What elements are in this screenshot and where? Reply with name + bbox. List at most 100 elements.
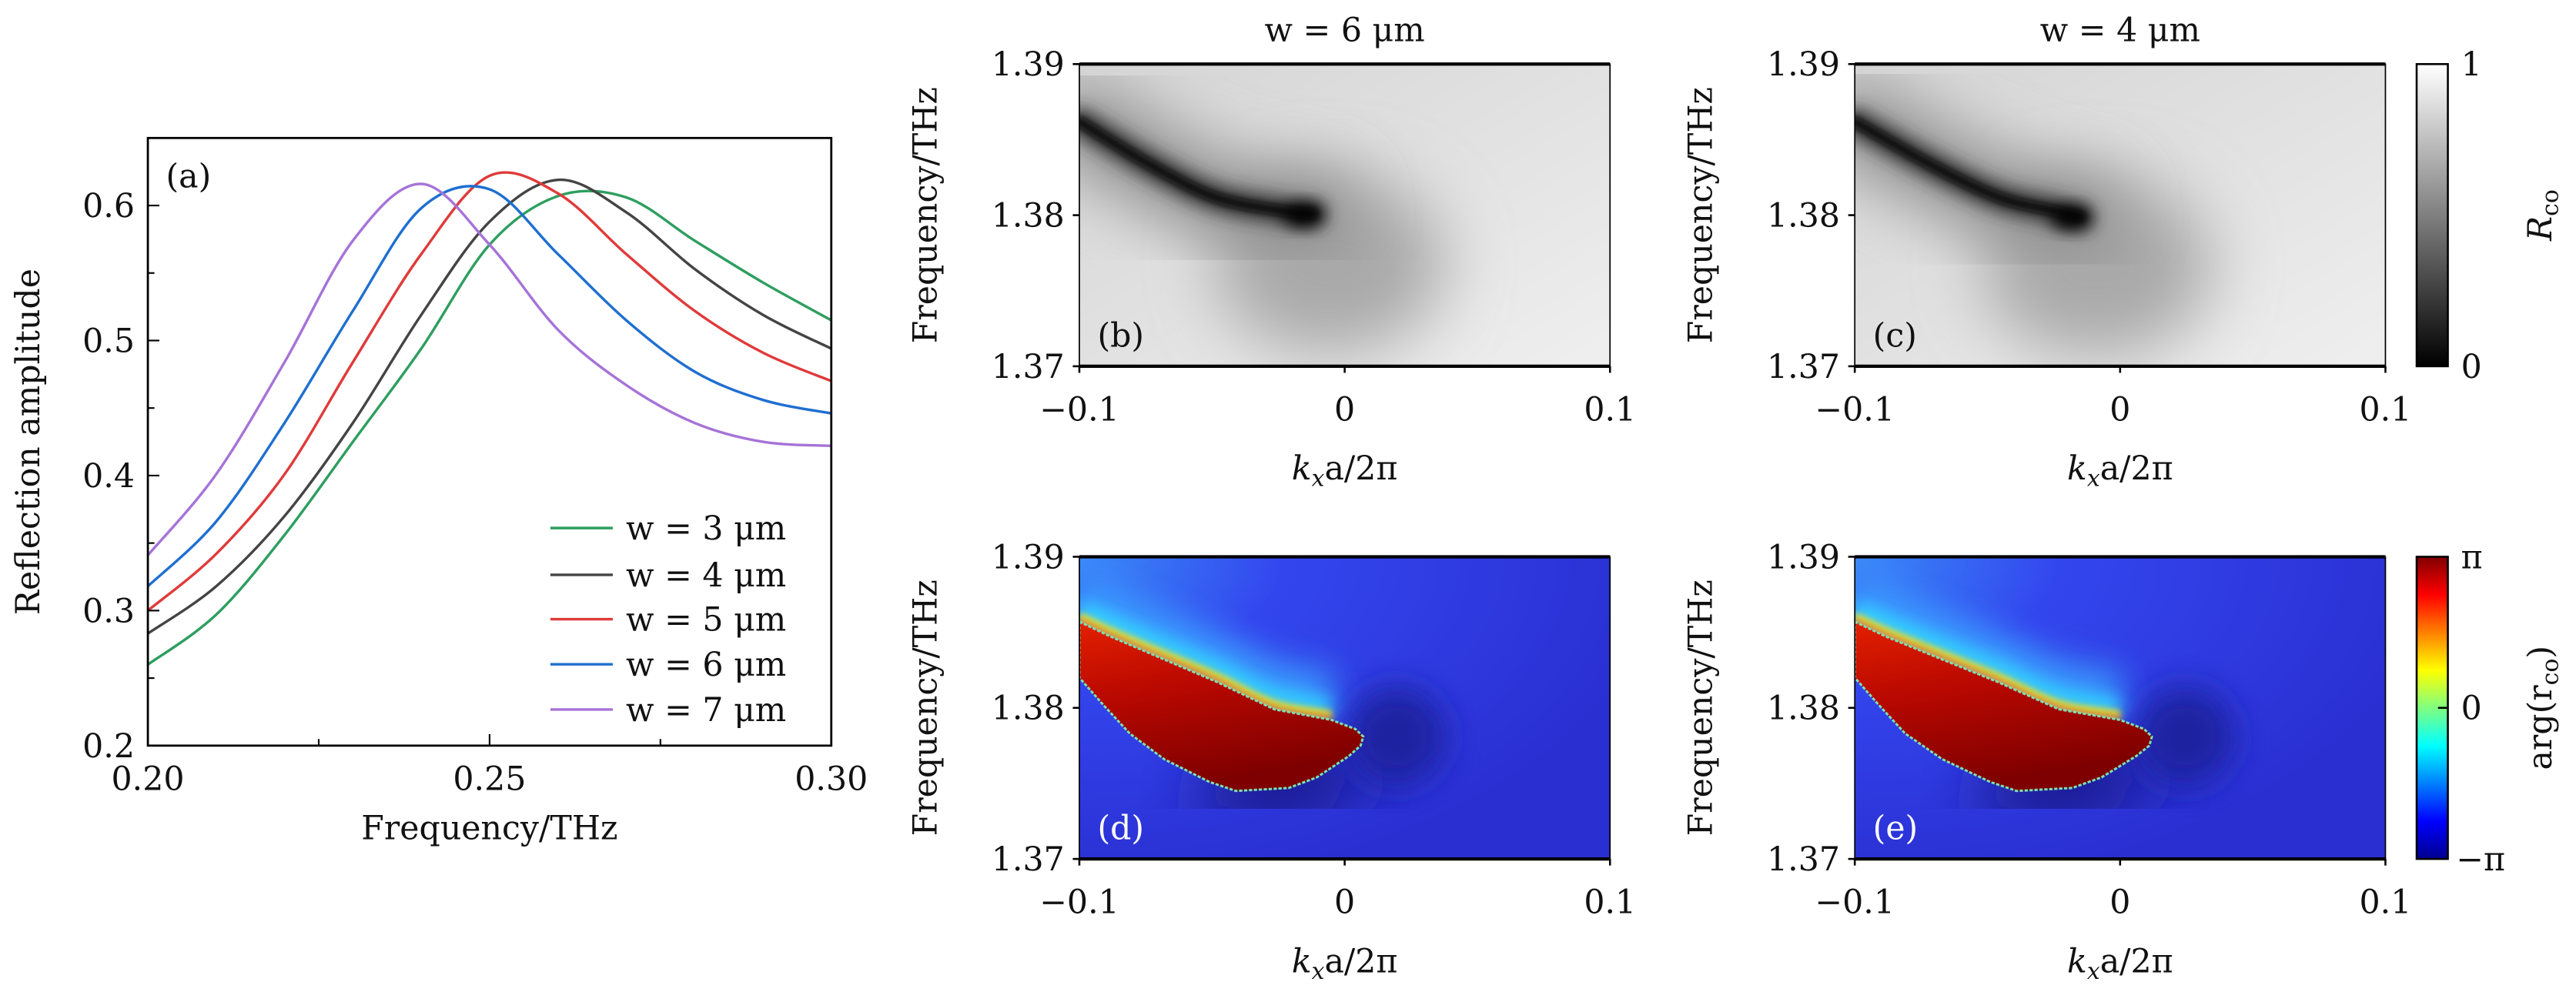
x-tick-label: 0 (2109, 390, 2130, 429)
phase-gradient-band (1855, 602, 2122, 714)
phase-gradient-band (1079, 602, 1333, 714)
x-tick-label: 0 (1334, 883, 1355, 922)
colorbar-tick-label: 0 (2461, 348, 2482, 386)
x-tick-label: 0.20 (112, 760, 185, 798)
y-tick-label: 0.2 (82, 727, 135, 766)
panel-e: 1.37 1.38 1.39 −0.1 0 0.1 kxa/2π Frequency/THz (… (1682, 538, 2412, 984)
x-tick-label: 0.30 (795, 760, 868, 798)
panel-label-b: (b) (1097, 316, 1144, 355)
panel-label-a: (a) (166, 157, 212, 195)
x-axis-label: Frequency/THz (361, 809, 617, 847)
colorbar-gradient (2415, 62, 2449, 368)
heatmap-image (1855, 64, 2386, 366)
y-tick-label: 1.39 (992, 538, 1065, 576)
y-tick-label: 0.5 (82, 322, 135, 360)
phase-gradient-band (1079, 613, 1333, 718)
heatmap-image (1079, 556, 1611, 860)
y-axis-label: Reflection amplitude (9, 269, 48, 615)
colorbar-tick-label: 1 (2461, 45, 2482, 84)
colorbar-label: Rco (2521, 189, 2564, 242)
x-tick-label: −0.1 (1815, 390, 1895, 429)
y-tick-label: 1.37 (992, 840, 1065, 879)
x-tick-label: 0 (2109, 883, 2130, 922)
legend-label: w = 7 μm (626, 691, 786, 730)
y-tick-label: 1.39 (1767, 538, 1840, 576)
x-tick-label: −0.1 (1815, 883, 1895, 922)
series-line-w5 (146, 171, 832, 612)
dip-minimum (2050, 206, 2090, 230)
phase-pi-region (1855, 620, 2153, 793)
legend-label: w = 3 μm (626, 509, 786, 548)
x-label-sub: x (2087, 466, 2100, 493)
x-axis-label: kxa/2π (1292, 449, 1398, 493)
x-axis-label: kxa/2π (2067, 942, 2173, 985)
y-tick-label: 1.39 (992, 45, 1065, 84)
phase-gradient-band (1079, 576, 1336, 715)
x-label-k: k (1292, 942, 1312, 980)
y-tick-label: 0.6 (82, 187, 135, 225)
legend-label: w = 5 μm (626, 600, 786, 639)
x-label-rest: a/2π (2100, 942, 2173, 980)
colorbar-label-sub: co (2538, 189, 2564, 216)
x-tick-label: −0.1 (1039, 390, 1119, 429)
x-label-k: k (2067, 449, 2087, 488)
panel-label-e: (e) (1873, 809, 1919, 847)
y-tick-label: 0.4 (82, 457, 135, 496)
y-tick-label: 1.37 (992, 348, 1065, 386)
x-label-rest: a/2π (1324, 449, 1397, 488)
x-label-rest: a/2π (1324, 942, 1397, 980)
heatmap-image (1079, 64, 1611, 366)
phase-dark-region (1347, 687, 1446, 787)
panel-b: 1.37 1.38 1.39 −0.1 0 0.1 kxa/2π Frequency/THz (… (906, 11, 1636, 492)
y-tick-label: 1.37 (1767, 840, 1840, 879)
y-tick-label: 1.37 (1767, 348, 1840, 386)
y-axis-label: Frequency/THz (906, 87, 945, 343)
phase-gradient-band (1855, 613, 2121, 718)
x-label-sub: x (2087, 958, 2100, 985)
panel-a: 0.2 0.3 0.4 0.5 0.6 0.20 0.25 0.30 Frequency/THz… (9, 136, 868, 847)
y-axis-label: Frequency/THz (906, 580, 945, 836)
colorbar-phase: −π 0 π arg(rco) (2415, 538, 2564, 879)
y-axis-label: Frequency/THz (1682, 87, 1721, 343)
x-tick-label: −0.1 (1039, 883, 1119, 922)
x-axis-label: kxa/2π (1292, 942, 1398, 985)
colorbar-label-end: ) (2521, 646, 2560, 659)
heatmap-image (1855, 556, 2386, 860)
colorbar-tick-label: 0 (2461, 690, 2482, 728)
legend-label: w = 6 μm (626, 646, 786, 684)
panel-title: w = 6 μm (1264, 11, 1424, 49)
series-line-w7 (146, 182, 831, 556)
x-label-rest: a/2π (2100, 449, 2173, 488)
colorbar-label-sub: co (2538, 659, 2564, 686)
x-tick-label: 0.1 (2360, 390, 2412, 429)
x-label-sub: x (1312, 466, 1325, 493)
panel-d: 1.37 1.38 1.39 −0.1 0 0.1 kxa/2π Frequency/THz (… (906, 538, 1636, 984)
y-tick-label: 1.39 (1767, 45, 1840, 84)
y-tick-label: 1.38 (1767, 690, 1840, 728)
y-tick-label: 0.3 (82, 592, 135, 630)
x-tick-label: 0.1 (1584, 390, 1636, 429)
y-tick-label: 1.38 (992, 690, 1065, 728)
panel-label-d: (d) (1097, 809, 1144, 847)
x-label-k: k (2067, 942, 2087, 980)
panel-title: w = 4 μm (2040, 11, 2200, 49)
x-tick-label: 0.1 (2360, 883, 2412, 922)
phase-pi-region (1079, 620, 1365, 793)
colorbar-tick-label: π (2461, 538, 2483, 576)
x-tick-label: 0.25 (453, 760, 526, 798)
colorbar-label-main: R (2521, 216, 2560, 242)
colorbar-label-main: arg(r (2521, 685, 2560, 770)
colorbar-amplitude: 0 1 Rco (2415, 45, 2564, 386)
x-tick-label: 0.1 (1584, 883, 1636, 922)
dip-minimum (1283, 203, 1323, 227)
panel-c: 1.37 1.38 1.39 −0.1 0 0.1 kxa/2π Frequency/THz (… (1682, 11, 2412, 492)
y-tick-label: 1.38 (992, 197, 1065, 235)
x-label-k: k (1292, 449, 1312, 488)
series-line-w6 (146, 185, 832, 588)
x-tick-label: 0 (1334, 390, 1355, 429)
colorbar-tick-label: −π (2456, 840, 2505, 879)
panel-label-c: (c) (1873, 316, 1917, 355)
y-tick-label: 1.38 (1767, 197, 1840, 235)
x-label-sub: x (1312, 958, 1325, 985)
